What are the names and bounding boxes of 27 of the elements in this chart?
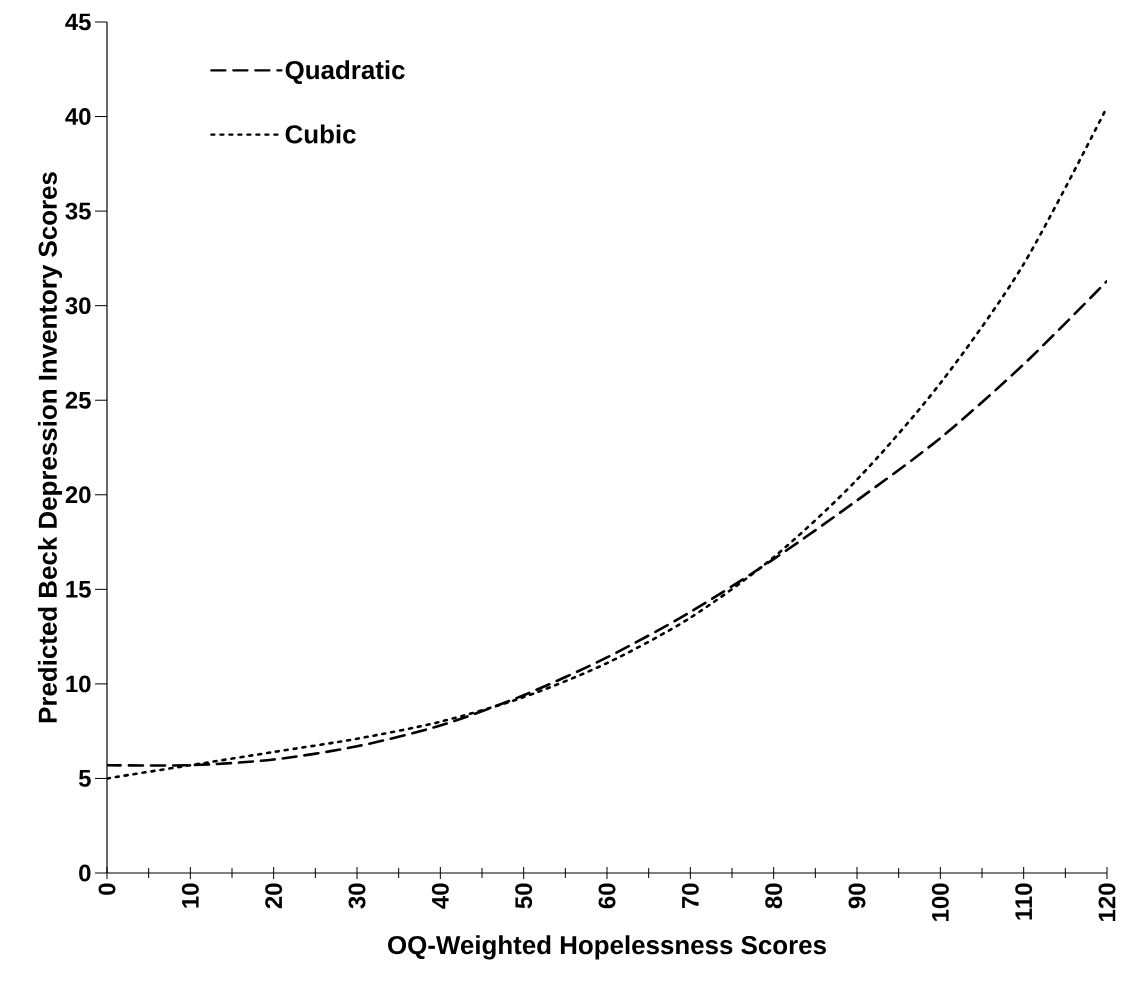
- y-tick-label: 5: [78, 770, 91, 787]
- x-tick-label: 0: [98, 883, 116, 895]
- legend-label: Quadratic: [285, 60, 405, 85]
- x-tick-label: 100: [931, 883, 949, 921]
- x-tick-label: 60: [598, 883, 616, 909]
- y-axis-title: Predicted Beck Depression Inventory Scores: [37, 172, 63, 723]
- y-tick-label: 10: [66, 675, 91, 693]
- x-tick-label: 70: [681, 883, 699, 909]
- y-tick-label: 20: [65, 486, 91, 504]
- y-tick-label: 45: [65, 13, 91, 31]
- y-tick-label: 30: [65, 297, 91, 315]
- x-tick-label: 80: [765, 883, 783, 909]
- x-tick-label: 120: [1098, 883, 1116, 921]
- y-tick-label: 25: [65, 391, 91, 409]
- x-axis-title: OQ-Weighted Hopelessness Scores: [388, 935, 826, 960]
- x-tick-label: 20: [265, 883, 283, 909]
- y-tick-label: 15: [66, 580, 91, 598]
- y-tick-label: 0: [79, 864, 91, 882]
- y-tick-label: 35: [65, 202, 91, 220]
- x-tick-label: 50: [515, 883, 533, 909]
- x-tick-label: 90: [848, 883, 866, 909]
- legend-label: Cubic: [285, 124, 356, 144]
- x-tick-label: 40: [431, 883, 449, 909]
- x-tick-label: 10: [181, 883, 199, 908]
- y-tick-label: 40: [65, 108, 91, 126]
- x-tick-label: 110: [1015, 883, 1033, 920]
- x-tick-label: 30: [348, 883, 366, 909]
